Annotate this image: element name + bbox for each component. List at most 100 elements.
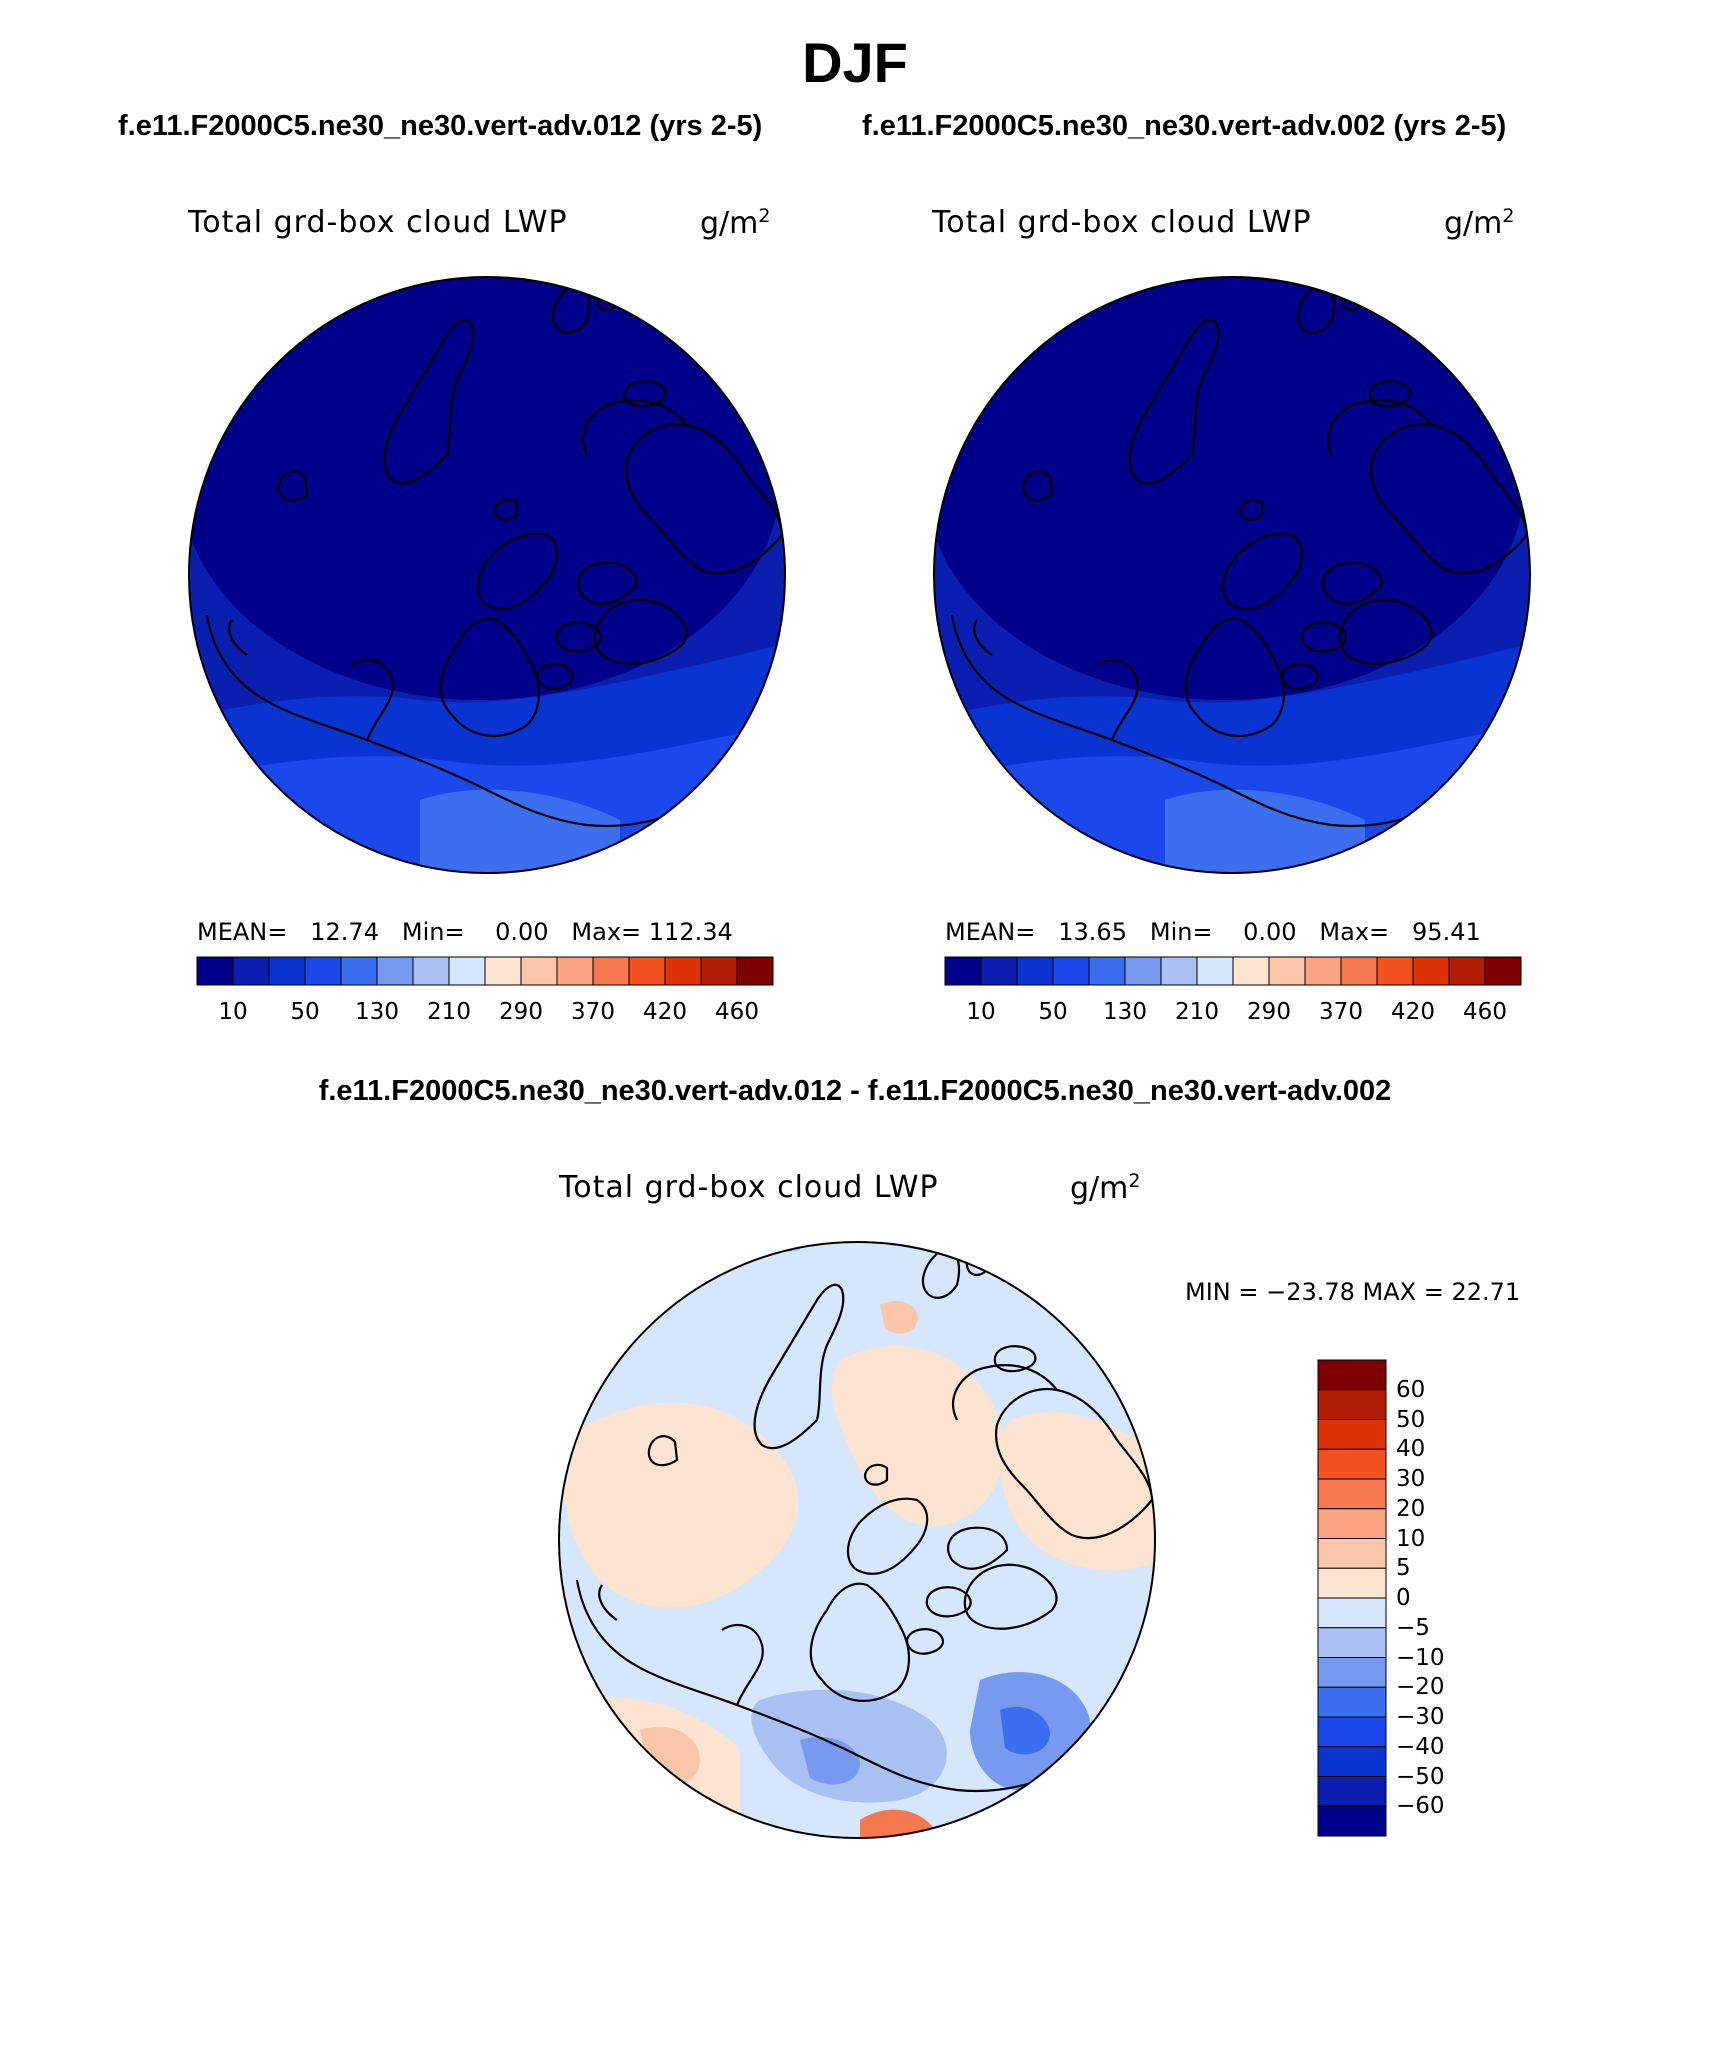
right-units: g/m2 [1444, 205, 1515, 241]
colorbar-diff-swatch-10 [1317, 1657, 1387, 1688]
colorbar-diff-label: −20 [1396, 1674, 1445, 1701]
colorbar-diff-label: 30 [1396, 1466, 1426, 1492]
colorbar-left-swatch-4 [340, 956, 378, 986]
colorbar-right-swatch-5 [1124, 956, 1162, 986]
colorbar-left-swatch-15 [736, 956, 774, 986]
colorbar-left-swatch-12 [628, 956, 666, 986]
colorbar-left-swatch-1 [232, 956, 270, 986]
colorbar-diff-swatch-0 [1317, 1359, 1387, 1391]
left-variable-title: Total grd-box cloud LWP [188, 205, 568, 240]
colorbar-diff-label: 0 [1396, 1585, 1411, 1611]
colorbar-diff-label: 50 [1396, 1406, 1426, 1433]
colorbar-left-label: 50 [290, 999, 320, 1025]
colorbar-left-label: 370 [571, 999, 615, 1025]
colorbar-right-swatch-1 [980, 956, 1018, 986]
colorbar-left-swatch-5 [376, 956, 414, 986]
colorbar-right-swatch-6 [1160, 956, 1198, 986]
colorbar-diff-label: 10 [1396, 1525, 1426, 1552]
colorbar-diff-label: −5 [1396, 1614, 1430, 1641]
colorbar-diff [1317, 1359, 1387, 1837]
colorbar-right-swatch-3 [1052, 956, 1090, 986]
colorbar-diff-swatch-9 [1317, 1627, 1387, 1658]
colorbar-right-label: 420 [1391, 999, 1435, 1025]
colorbar-left-label: 460 [715, 999, 759, 1025]
colorbar-left-label: 130 [355, 999, 399, 1025]
colorbar-right-swatch-13 [1412, 956, 1450, 986]
colorbar-left-swatch-11 [592, 956, 630, 986]
colorbar-right-swatch-4 [1088, 956, 1126, 986]
colorbar-left-swatch-7 [448, 956, 486, 986]
colorbar-left-label: 420 [643, 999, 687, 1025]
colorbar-diff-swatch-3 [1317, 1448, 1387, 1480]
colorbar-right [944, 956, 1522, 986]
right-map [934, 277, 1530, 873]
colorbar-diff-label: −30 [1396, 1704, 1445, 1730]
colorbar-diff-swatch-1 [1317, 1389, 1387, 1420]
colorbar-diff-swatch-2 [1317, 1419, 1387, 1450]
left-stats: MEAN= 12.74 Min= 0.00 Max= 112.34 [197, 918, 733, 946]
colorbar-left-swatch-10 [556, 956, 594, 986]
colorbar-right-label: 460 [1463, 999, 1507, 1025]
left-map-border [188, 276, 786, 874]
colorbar-left [196, 956, 774, 986]
colorbar-diff-label: −60 [1396, 1793, 1445, 1820]
colorbar-left-label: 290 [499, 999, 543, 1025]
colorbar-left-swatch-0 [196, 956, 234, 986]
colorbar-right-swatch-10 [1304, 956, 1342, 986]
colorbar-right-swatch-2 [1016, 956, 1054, 986]
colorbar-right-label: 210 [1175, 999, 1219, 1025]
left-units: g/m2 [700, 205, 771, 241]
colorbar-left-swatch-3 [304, 956, 342, 986]
colorbar-diff-swatch-13 [1317, 1746, 1387, 1777]
colorbar-left-swatch-8 [484, 956, 522, 986]
colorbar-diff-label: −50 [1396, 1763, 1445, 1790]
right-variable-title: Total grd-box cloud LWP [932, 205, 1312, 240]
case-title-left: f.e11.F2000C5.ne30_ne30.vert-adv.012 (yr… [118, 110, 763, 142]
colorbar-right-swatch-11 [1340, 956, 1378, 986]
diff-variable-title: Total grd-box cloud LWP [559, 1170, 939, 1205]
colorbar-diff-label: −10 [1396, 1644, 1445, 1671]
diff-units: g/m2 [1070, 1170, 1141, 1206]
colorbar-right-swatch-15 [1484, 956, 1522, 986]
colorbar-left-label: 210 [427, 999, 471, 1025]
colorbar-diff-swatch-14 [1317, 1776, 1387, 1807]
right-stats: MEAN= 13.65 Min= 0.00 Max= 95.41 [945, 918, 1481, 946]
colorbar-right-swatch-9 [1268, 956, 1306, 986]
colorbar-diff-swatch-12 [1317, 1716, 1387, 1748]
colorbar-diff-swatch-4 [1317, 1478, 1387, 1510]
diff-map [559, 1242, 1155, 1838]
case-title-right: f.e11.F2000C5.ne30_ne30.vert-adv.002 (yr… [862, 110, 1507, 142]
colorbar-right-swatch-7 [1196, 956, 1234, 986]
colorbar-diff-swatch-6 [1317, 1538, 1387, 1569]
diff-minmax: MIN = −23.78 MAX = 22.71 [1185, 1278, 1521, 1306]
diff-title: f.e11.F2000C5.ne30_ne30.vert-adv.012 - f… [318, 1075, 1392, 1107]
colorbar-right-label: 370 [1319, 999, 1363, 1025]
colorbar-right-label: 10 [966, 999, 996, 1025]
colorbar-diff-swatch-7 [1317, 1567, 1387, 1599]
colorbar-left-swatch-2 [268, 956, 306, 986]
colorbar-right-label: 130 [1103, 999, 1147, 1025]
colorbar-right-swatch-0 [944, 956, 982, 986]
colorbar-diff-label: 20 [1396, 1495, 1426, 1522]
colorbar-right-swatch-8 [1232, 956, 1270, 986]
colorbar-diff-swatch-15 [1317, 1805, 1387, 1837]
colorbar-left-swatch-14 [700, 956, 738, 986]
colorbar-diff-swatch-8 [1317, 1597, 1387, 1629]
colorbar-diff-swatch-11 [1317, 1686, 1387, 1718]
colorbar-diff-label: 40 [1396, 1436, 1426, 1463]
colorbar-right-swatch-14 [1448, 956, 1486, 986]
diff-map-border [558, 1241, 1156, 1839]
colorbar-diff-swatch-5 [1317, 1508, 1387, 1539]
colorbar-left-swatch-9 [520, 956, 558, 986]
colorbar-diff-label: 60 [1396, 1376, 1426, 1403]
colorbar-right-swatch-12 [1376, 956, 1414, 986]
right-map-border [933, 276, 1531, 874]
colorbar-diff-label: 5 [1396, 1555, 1411, 1582]
colorbar-diff-label: −40 [1396, 1733, 1445, 1760]
colorbar-right-label: 290 [1247, 999, 1291, 1025]
colorbar-left-label: 10 [218, 999, 248, 1025]
left-map [189, 277, 785, 873]
page-title: DJF [802, 31, 908, 94]
colorbar-left-swatch-13 [664, 956, 702, 986]
